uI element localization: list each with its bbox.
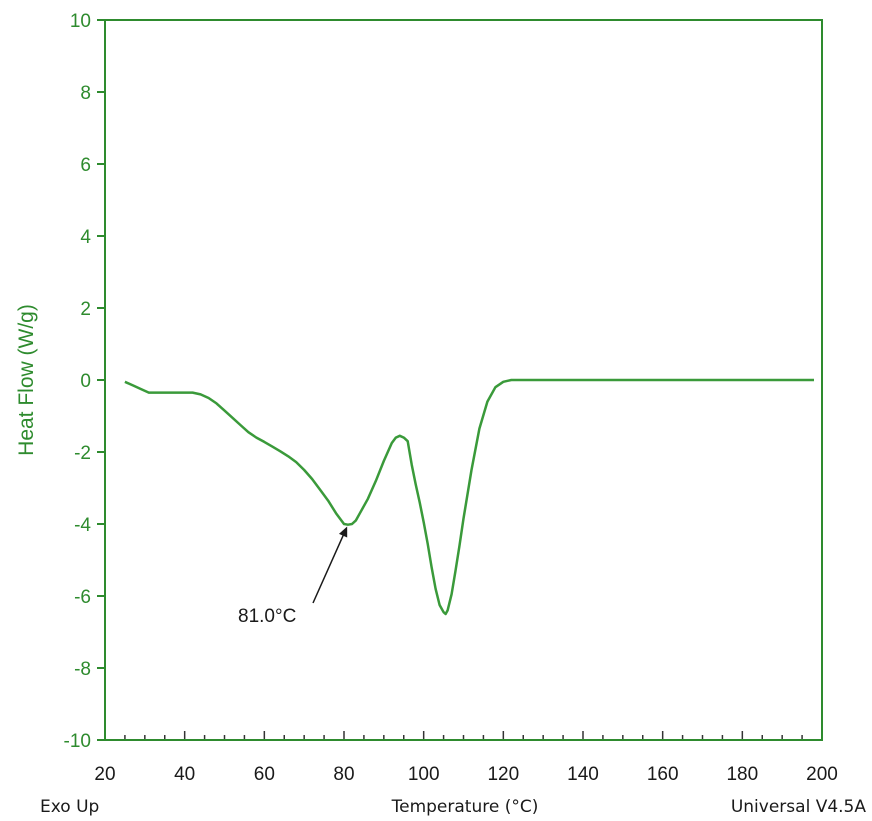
y-axis-ticks: -10 -8 -6 -4 -2 0 2 4 6 8 10 (64, 11, 105, 752)
y-tick-label: -10 (64, 731, 91, 752)
x-axis-label: Temperature (°C) (391, 797, 539, 817)
x-tick-label: 80 (333, 764, 354, 785)
y-axis-label: Heat Flow (W/g) (15, 304, 38, 456)
y-tick-label: -8 (74, 659, 91, 680)
plot-frame (104, 19, 823, 741)
x-tick-label: 120 (487, 764, 519, 785)
x-tick-label: 100 (408, 764, 440, 785)
x-tick-label: 60 (254, 764, 275, 785)
exo-direction-label: Exo Up (40, 797, 99, 817)
y-tick-label: -2 (74, 443, 91, 464)
peak-annotation-label: 81.0°C (238, 606, 296, 627)
heat-flow-curve (124, 378, 814, 616)
x-tick-label: 180 (726, 764, 758, 785)
annotation-arrow (312, 533, 345, 604)
y-tick-label: -4 (74, 515, 91, 536)
y-tick-label: 8 (80, 83, 91, 104)
y-tick-label: 10 (70, 11, 91, 32)
x-tick-label: 20 (94, 764, 115, 785)
y-tick-label: -6 (74, 587, 91, 608)
x-tick-label: 140 (567, 764, 599, 785)
y-tick-label: 2 (80, 299, 91, 320)
software-version-label: Universal V4.5A (731, 797, 867, 817)
annotation-arrowhead (338, 526, 348, 538)
x-tick-label: 160 (647, 764, 679, 785)
x-tick-label: 40 (174, 764, 195, 785)
x-tick-label: 200 (806, 764, 838, 785)
y-tick-label: 0 (80, 371, 91, 392)
y-tick-label: 6 (80, 155, 91, 176)
y-tick-label: 4 (80, 227, 91, 248)
x-axis-ticks: 20 40 60 80 100 120 140 160 180 200 (94, 731, 838, 785)
